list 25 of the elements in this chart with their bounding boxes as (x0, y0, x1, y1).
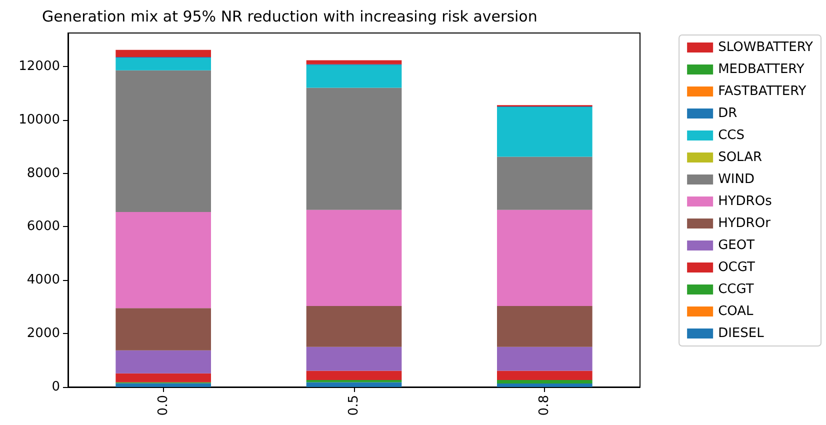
legend-label: CCS (718, 128, 744, 143)
y-tick-label: 6000 (26, 219, 60, 234)
legend-label: HYDROr (718, 216, 772, 231)
y-tick-label: 0 (52, 380, 60, 394)
legend-label: SOLAR (718, 150, 762, 165)
chart-title: Generation mix at 95% NR reduction with increasing risk aversion (42, 8, 538, 26)
x-tick-label: 0.0 (156, 395, 171, 416)
legend-label: SLOWBATTERY (718, 40, 814, 55)
legend-label: OCGT (718, 260, 755, 275)
x-tick-label: 0.5 (346, 395, 362, 416)
y-tick-label: 10000 (18, 112, 60, 128)
legend-label: COAL (718, 304, 754, 319)
legend-label: DR (718, 106, 738, 121)
legend-label: MEDBATTERY (718, 62, 804, 77)
legend-label: DIESEL (718, 326, 765, 341)
y-tick-label: 12000 (18, 58, 60, 74)
y-tick-label: 2000 (26, 326, 60, 342)
legend-label: HYDROs (718, 194, 772, 209)
legend-label: FASTBATTERY (718, 84, 806, 99)
legend-label: CCGT (718, 282, 754, 297)
y-tick-label: 4000 (26, 272, 60, 288)
legend-label: WIND (718, 172, 755, 187)
x-tick-label: 0.8 (537, 395, 552, 416)
legend-label: GEOT (718, 238, 755, 253)
y-tick-label: 8000 (26, 166, 60, 181)
